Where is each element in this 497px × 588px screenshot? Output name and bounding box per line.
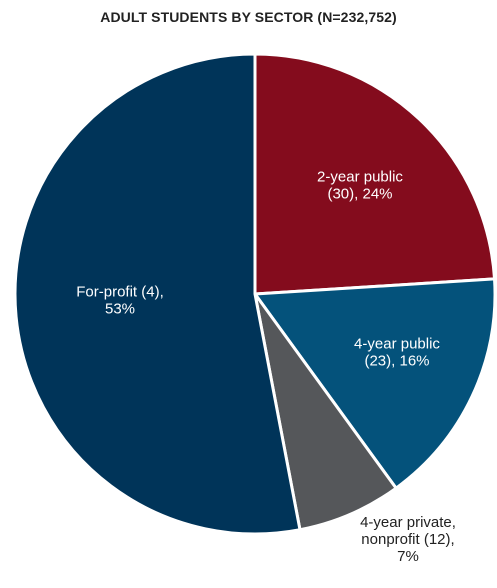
slice-label-line: 4-year public [354,336,440,353]
slice-label-line: (30), 24% [327,186,392,203]
slice-label: 2-year public (30), 24% [317,169,403,203]
slice-label: 4-year private, nonprofit (12), 7% [360,514,456,565]
pie-slice [13,52,302,536]
slice-label-line: nonprofit (12), [361,531,454,548]
slice-label: 4-year public (23), 16% [354,336,440,370]
pie-slice [253,277,497,490]
pie-slice [253,52,497,296]
slice-label-line: 4-year private, [360,514,456,531]
slice-label-line: 2-year public [317,169,403,186]
chart-title: ADULT STUDENTS BY SECTOR (N=232,752) [100,9,397,25]
slice-label-line: For-profit (4), [76,284,164,301]
slice-label-line: (23), 16% [364,353,429,370]
pie-slice [253,292,398,532]
slice-label-line: 7% [397,548,419,565]
slice-label: For-profit (4), 53% [76,284,164,318]
slice-label-line: 53% [105,301,135,318]
